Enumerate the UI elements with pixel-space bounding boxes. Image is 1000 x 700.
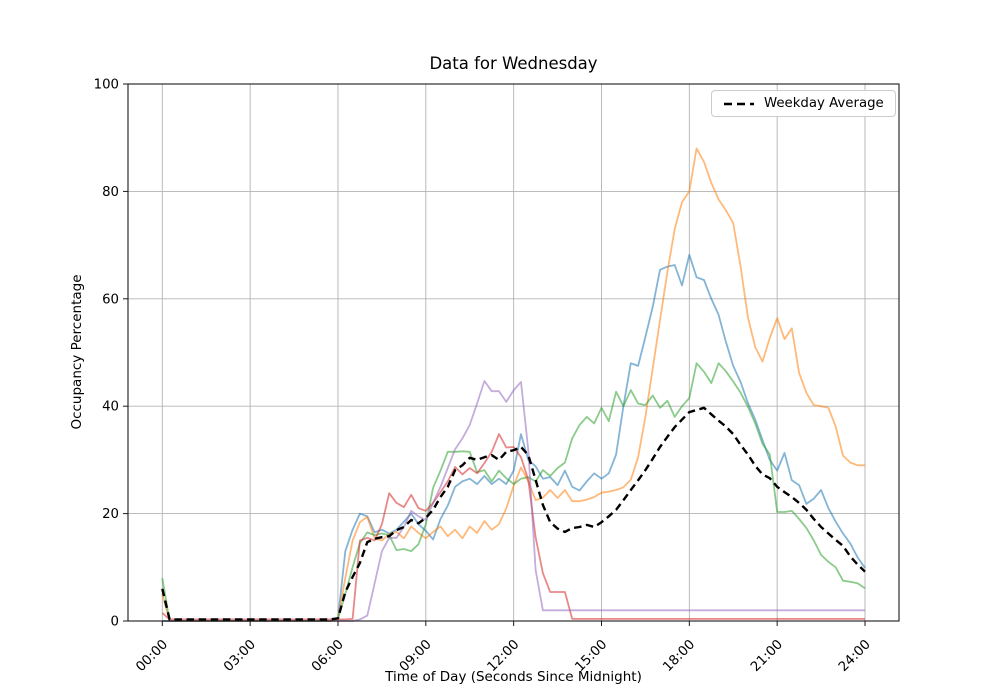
legend-label: Weekday Average [764, 96, 884, 111]
y-tick-label: 80 [102, 185, 119, 200]
axis-ticks [123, 83, 866, 626]
y-tick-label: 100 [94, 78, 119, 93]
series-line-day-line-4 [161, 433, 865, 621]
y-tick-label: 40 [102, 400, 119, 415]
legend: Weekday Average [711, 90, 896, 117]
series-line-weekday-average [161, 406, 866, 621]
legend-dash-sample [724, 102, 754, 105]
x-axis-label: Time of Day (Seconds Since Midnight) [385, 669, 642, 685]
chart-title: Data for Wednesday [429, 54, 598, 73]
y-tick-label: 0 [111, 615, 119, 630]
tick-labels: 00:00 03:00 06:00 09:00 12:00 15:00 18:00 21:00… [94, 78, 874, 675]
y-axis-label: Occupancy Percentage [69, 274, 85, 430]
y-tick-label: 60 [102, 292, 119, 307]
grid-lines [128, 83, 899, 622]
y-tick-label: 20 [102, 507, 119, 522]
